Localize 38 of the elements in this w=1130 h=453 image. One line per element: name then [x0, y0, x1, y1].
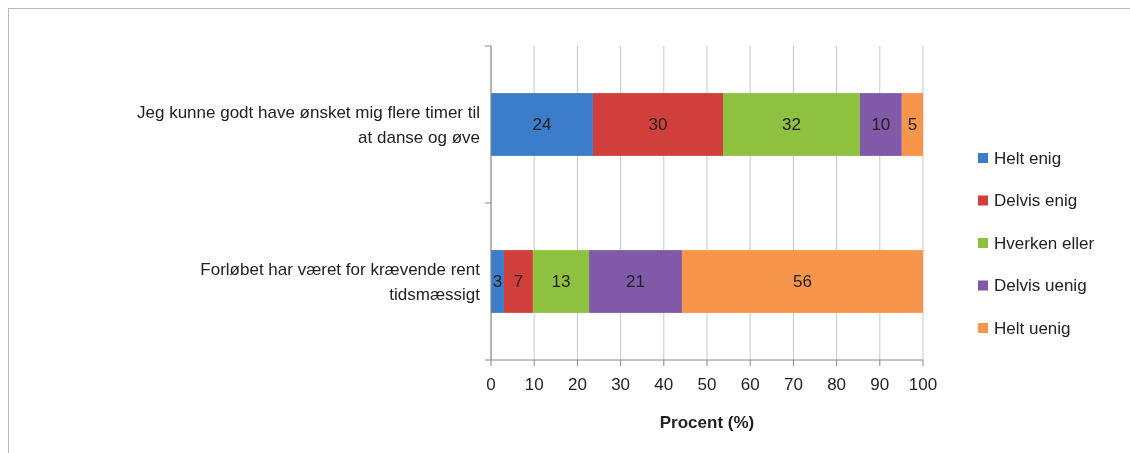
data-label: 3 [492, 272, 503, 292]
x-tick-label: 60 [740, 375, 760, 394]
bar [722, 93, 860, 156]
x-tick-label: 10 [524, 375, 544, 394]
bar [901, 93, 923, 156]
data-label: 5 [907, 115, 918, 135]
legend-label: Helt enig [994, 148, 1062, 168]
bar [681, 250, 923, 313]
x-tick-label: 90 [870, 375, 890, 394]
x-tick-label: 20 [567, 375, 587, 394]
data-label: 10 [871, 115, 891, 135]
x-tick-label: 50 [697, 375, 717, 394]
y-tick-label: Forløbet har været for krævende rent tidsmæssigt [200, 259, 481, 304]
data-label: 32 [782, 115, 801, 135]
x-tick-label: 40 [654, 375, 674, 394]
data-label: 21 [626, 272, 645, 292]
bar [532, 250, 590, 313]
legend-label: Delvis uenig [994, 276, 1087, 296]
data-label: 7 [513, 272, 524, 292]
x-tick-label: 30 [611, 375, 631, 394]
bar [589, 250, 682, 313]
bar [491, 93, 593, 156]
x-tick-label: 100 [908, 375, 938, 394]
legend-label: Hverken eller [994, 233, 1095, 253]
bar [592, 93, 723, 156]
data-label: 56 [793, 272, 812, 292]
x-tick-label: 0 [486, 375, 496, 394]
bar [503, 250, 533, 313]
y-tick-label: Jeg kunne godt have ønsket mig flere timer til at danse og øve [137, 102, 480, 147]
legend-label: Helt uenig [994, 318, 1071, 338]
data-label: 24 [532, 115, 552, 135]
data-label: 13 [551, 272, 571, 292]
data-label: 30 [648, 115, 668, 135]
x-axis-title: Procent (%) [659, 413, 755, 432]
bar [859, 93, 902, 156]
x-tick-label: 70 [783, 375, 803, 394]
x-tick-label: 80 [827, 375, 847, 394]
legend-label: Delvis enig [994, 191, 1078, 211]
